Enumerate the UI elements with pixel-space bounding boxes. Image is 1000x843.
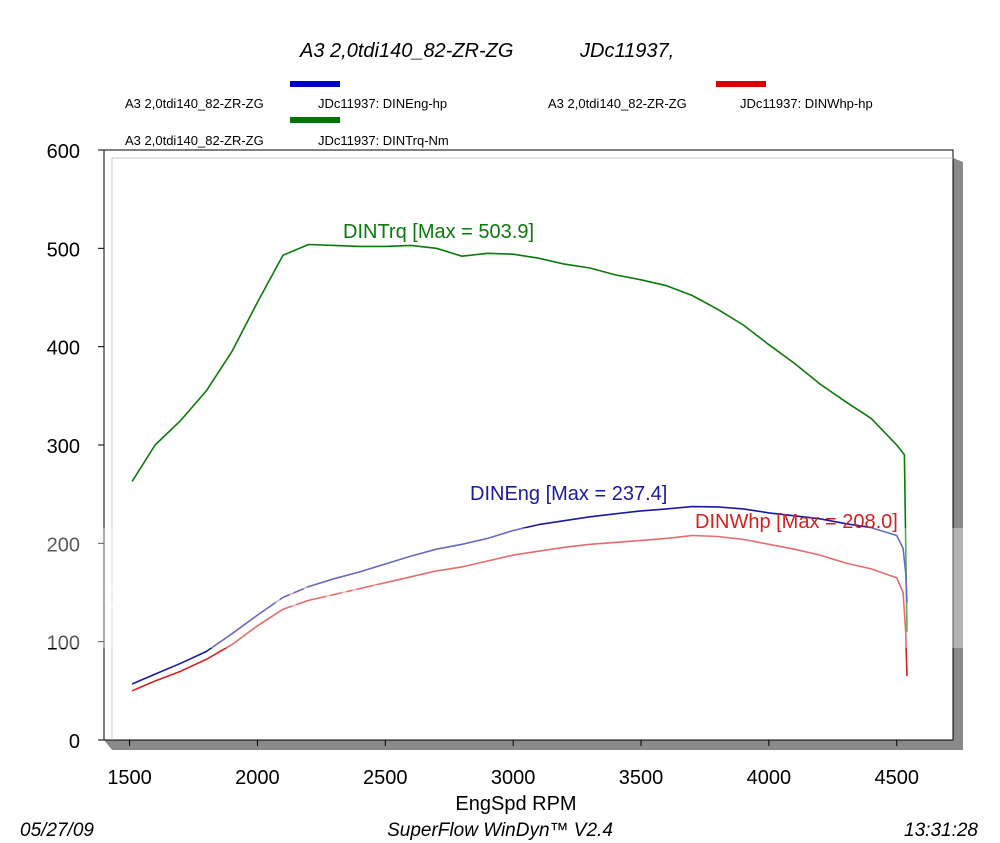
chart-title-ref: JDc11937, [579,40,674,62]
annotation-dineng: DINEng [Max = 237.4] [470,483,667,505]
footer-software: SuperFlow WinDyn™ V2.4 [387,820,613,841]
y-tick-label: 200 [47,534,80,556]
plot-shadow-bottom [104,740,963,750]
x-axis-label: EngSpd RPM [455,793,576,815]
y-tick-label: 0 [69,731,80,753]
legend-swatch-dintrq [290,117,340,123]
watermark-band [0,528,1000,648]
y-tick-label: 100 [47,633,80,655]
x-tick-label: 3500 [619,767,664,789]
legend-channel-dinwhp: JDc11937: DINWhp-hp [740,96,873,111]
legend-run-dineng: A3 2,0tdi140_82-ZR-ZG [125,96,264,111]
watermark: photobucket Protect more of your memorie… [0,349,1000,648]
legend-swatch-dineng [290,81,340,87]
series-line-dineng [131,505,908,685]
legend-channel-dintrq: JDc11937: DINTrq-Nm [318,133,449,148]
plot-background [103,149,954,741]
y-tick-label: 400 [47,338,80,360]
y-tick-label: 500 [47,239,80,261]
x-tick-label: 4000 [747,767,792,789]
series-lines [131,243,908,692]
x-tick-label: 2500 [363,767,408,789]
plot-area [103,149,963,750]
y-tick-label: 300 [47,436,80,458]
plot-shadow [953,158,963,750]
axis-ticks: 0 100 200 300 400 500 600 1500 2000 2500 3000 3500 4… [47,141,919,789]
legend: A3 2,0tdi140_82-ZR-ZG JDc11937: DINEng-h… [125,81,873,148]
x-tick-label: 3000 [491,767,536,789]
footer-time: 13:31:28 [904,820,978,841]
series-line-dintrq [131,243,908,632]
footer-date: 05/27/09 [20,820,94,841]
legend-channel-dineng: JDc11937: DINEng-hp [318,96,447,111]
series-annotations: DINTrq [Max = 503.9] DINEng [Max = 237.4]… [343,221,898,533]
legend-run-dinwhp: A3 2,0tdi140_82-ZR-ZG [548,96,687,111]
annotation-dinwhp: DINWhp [Max = 208.0] [695,511,898,533]
legend-run-dintrq: A3 2,0tdi140_82-ZR-ZG [125,133,264,148]
watermark-brand: photobucket [365,349,746,427]
chart-title: A3 2,0tdi140_82-ZR-ZG [299,40,513,62]
x-tick-label: 4500 [874,767,919,789]
x-tick-label: 2000 [235,767,280,789]
series-line-dinwhp [131,534,908,692]
legend-swatch-dinwhp [716,81,766,87]
annotation-dintrq: DINTrq [Max = 503.9] [343,221,534,243]
x-tick-label: 1500 [107,767,152,789]
watermark-tagline: Protect more of your memories for less! [60,569,830,618]
y-tick-label: 600 [47,141,80,163]
